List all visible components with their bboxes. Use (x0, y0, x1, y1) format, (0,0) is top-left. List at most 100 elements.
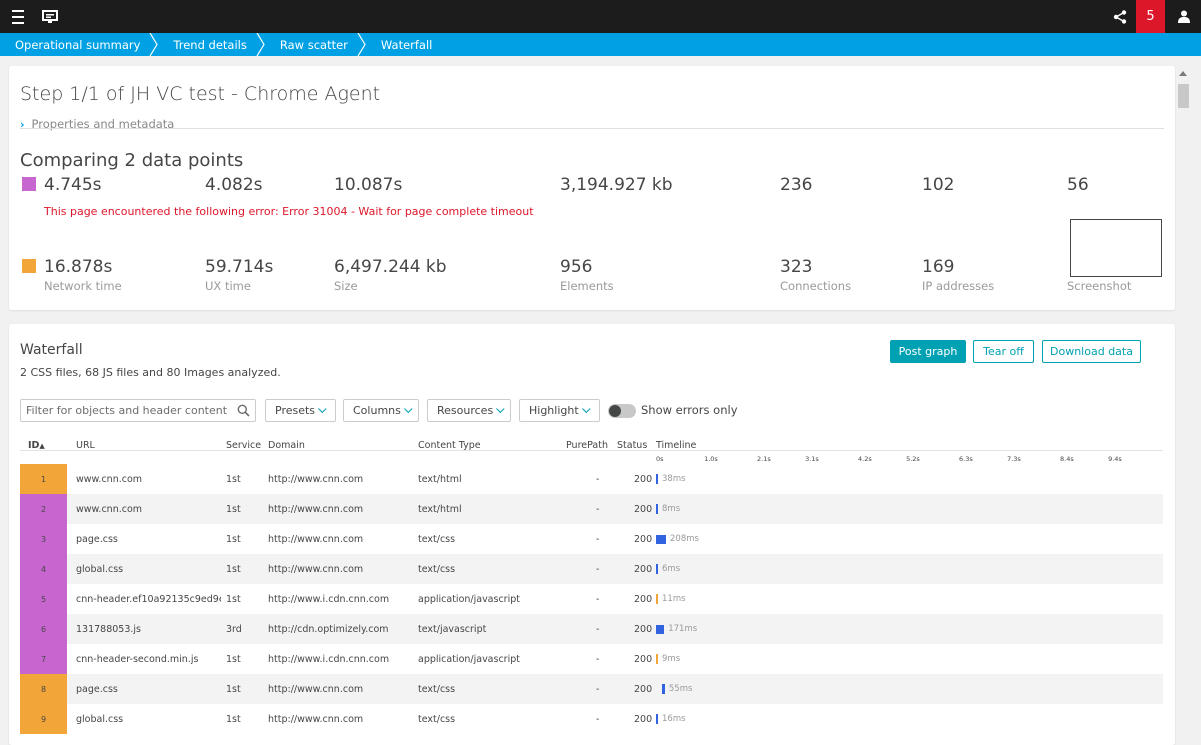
post-graph-button[interactable]: Post graph (890, 340, 966, 363)
label-network-time: Network time (44, 279, 122, 293)
scroll-up-arrow-icon[interactable] (1179, 71, 1187, 76)
dp1-elements: 3,194.927 kb (560, 175, 673, 195)
presets-label: Presets (275, 404, 316, 417)
chevron-down-icon (318, 404, 327, 413)
table-row[interactable]: 9 global.css 1st http://www.cnn.com text/css… (20, 704, 1163, 734)
row-url[interactable]: global.css (76, 713, 124, 725)
properties-metadata-toggle[interactable]: › Properties and metadata (20, 117, 174, 131)
row-purepath: - (596, 683, 600, 695)
timeline-tick-label: 2.1s (757, 455, 771, 463)
page-scrollbar[interactable] (1176, 56, 1201, 745)
row-purepath: - (596, 593, 600, 605)
scrollbar-thumb[interactable] (1178, 84, 1189, 108)
row-url[interactable]: global.css (76, 563, 124, 575)
screenshot-thumbnail[interactable] (1070, 219, 1162, 277)
breadcrumb-item-raw-scatter[interactable]: Raw scatter (265, 33, 366, 56)
breadcrumb-item-waterfall[interactable]: Waterfall (366, 33, 450, 56)
row-url[interactable]: www.cnn.com (76, 473, 143, 485)
step-summary-panel: Step 1/1 of JH VC test - Chrome Agent › … (9, 66, 1175, 310)
breadcrumb-separator-icon (149, 33, 159, 56)
row-duration: 11ms (662, 594, 686, 604)
breadcrumb-separator-icon (357, 33, 366, 56)
column-header-label: ID (28, 440, 40, 451)
row-status: 200 (634, 593, 653, 605)
monitor-icon[interactable] (40, 0, 60, 33)
top-bar: 5 (0, 0, 1201, 33)
table-row[interactable]: 6 131788053.js 3rd http://cdn.optimizely.co… (20, 614, 1163, 644)
chevron-down-icon (581, 404, 591, 413)
column-header-id[interactable]: ID▲ (28, 440, 45, 451)
highlight-dropdown[interactable]: Highlight (519, 399, 600, 422)
row-domain: http://www.cnn.com (268, 503, 364, 515)
row-duration: 8ms (662, 504, 681, 514)
row-content-type: text/css (418, 683, 456, 695)
data-point-2-swatch (22, 259, 36, 273)
table-row[interactable]: 7 cnn-header-second.min.js 1st http://www.i… (20, 644, 1163, 674)
row-service: 1st (226, 713, 241, 725)
dp2-ux-time: 59.714s (205, 257, 274, 277)
dp2-connections: 323 (780, 257, 813, 277)
hamburger-icon[interactable] (10, 0, 26, 33)
column-header-domain[interactable]: Domain (268, 440, 305, 451)
show-errors-toggle[interactable] (608, 404, 636, 418)
row-url[interactable]: cnn-header-second.min.js (76, 653, 199, 665)
row-status: 200 (634, 713, 653, 725)
user-icon[interactable] (1175, 0, 1193, 33)
column-header-timeline[interactable]: Timeline (656, 440, 697, 451)
row-id-cell: 2 (20, 494, 67, 524)
timeline-bar[interactable] (656, 714, 658, 724)
filter-field[interactable] (20, 399, 256, 422)
presets-dropdown[interactable]: Presets (265, 399, 336, 422)
resources-label: Resources (437, 404, 494, 417)
column-header-purepath[interactable]: PurePath (566, 440, 608, 451)
label-ux-time: UX time (205, 279, 251, 293)
row-url[interactable]: 131788053.js (76, 623, 142, 635)
download-data-button[interactable]: Download data (1042, 340, 1141, 363)
columns-dropdown[interactable]: Columns (343, 399, 419, 422)
resources-dropdown[interactable]: Resources (427, 399, 511, 422)
column-header-content-type[interactable]: Content Type (418, 440, 481, 451)
column-header-status[interactable]: Status (617, 440, 648, 451)
filter-input[interactable] (26, 404, 236, 417)
row-url[interactable]: page.css (76, 533, 118, 545)
timeline-bar[interactable] (662, 684, 665, 694)
column-header-url[interactable]: URL (76, 440, 95, 451)
dp1-ux-time: 4.082s (205, 175, 263, 195)
row-url[interactable]: page.css (76, 683, 118, 695)
row-duration: 16ms (662, 714, 686, 724)
row-url[interactable]: cnn-header.ef10a92135c9ed9ec... (76, 593, 221, 605)
row-content-type: text/css (418, 563, 456, 575)
label-size: Size (334, 279, 358, 293)
row-domain: http://www.i.cdn.cnn.com (268, 653, 390, 665)
row-url[interactable]: www.cnn.com (76, 503, 143, 515)
notification-badge[interactable]: 5 (1136, 0, 1165, 33)
table-row[interactable]: 1 www.cnn.com 1st http://www.cnn.com text/ht… (20, 464, 1163, 494)
share-icon[interactable] (1110, 0, 1130, 33)
row-service: 1st (226, 503, 241, 515)
timeline-tick-label: 3.1s (805, 455, 819, 463)
label-ip-addresses: IP addresses (922, 279, 995, 293)
table-row[interactable]: 8 page.css 1st http://www.cnn.com text/css - 2… (20, 674, 1163, 704)
row-service: 1st (226, 593, 241, 605)
timeline-tick-label: 5.2s (906, 455, 920, 463)
row-duration: 55ms (668, 684, 693, 694)
table-row[interactable]: 4 global.css 1st http://www.cnn.com text/css… (20, 554, 1163, 584)
timeline-bar[interactable] (656, 504, 658, 514)
tear-off-button[interactable]: Tear off (973, 340, 1034, 363)
column-header-service[interactable]: Service (226, 440, 262, 451)
timeline-bar[interactable] (656, 474, 658, 484)
row-id-cell: 8 (20, 674, 67, 704)
timeline-bar[interactable] (656, 534, 666, 544)
breadcrumb-item-trend-details[interactable]: Trend details (158, 33, 265, 56)
dp2-network-time: 16.878s (44, 257, 113, 277)
waterfall-title: Waterfall (20, 342, 83, 358)
timeline-bar[interactable] (656, 654, 658, 664)
breadcrumb-item-operational-summary[interactable]: Operational summary (0, 33, 159, 56)
table-row[interactable]: 5 cnn-header.ef10a92135c9ed9ec... 1st http:… (20, 584, 1163, 614)
timeline-bar[interactable] (656, 594, 658, 604)
timeline-bar[interactable] (656, 564, 658, 574)
table-row[interactable]: 2 www.cnn.com 1st http://www.cnn.com text/ht… (20, 494, 1163, 524)
row-duration: 208ms (670, 534, 699, 544)
timeline-bar[interactable] (656, 624, 665, 634)
table-row[interactable]: 3 page.css 1st http://www.cnn.com text/css - 2… (20, 524, 1163, 554)
